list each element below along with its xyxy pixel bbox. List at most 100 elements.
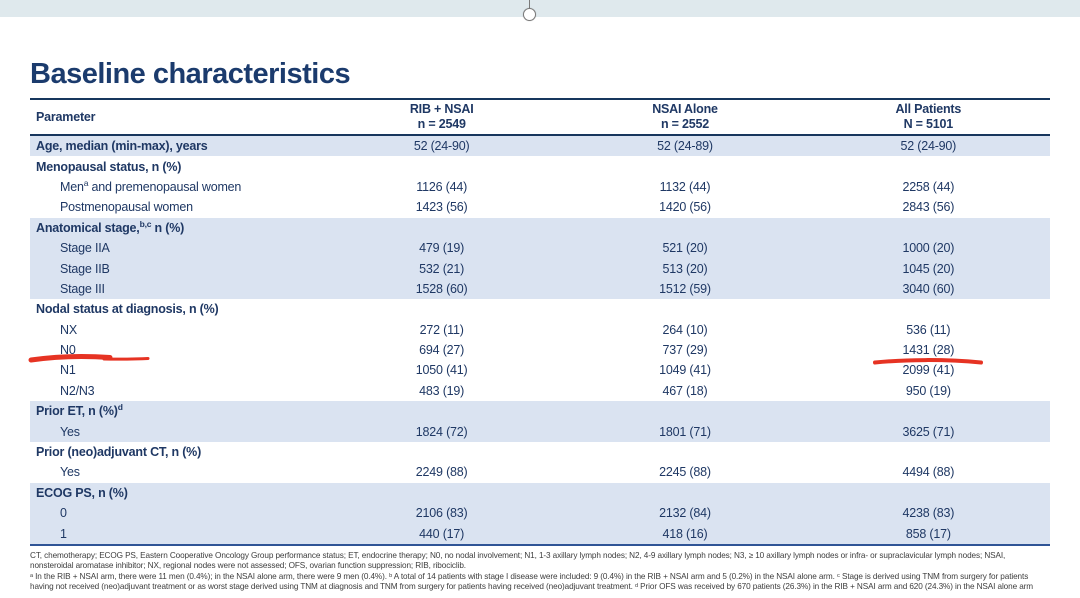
- parameter-cell: N1: [30, 363, 320, 377]
- rotation-handle[interactable]: [523, 8, 536, 21]
- parameter-label: Prior (neo)adjuvant CT, n (%): [36, 445, 202, 460]
- footnote-line: having not received (neo)adjuvant treatm…: [30, 582, 1034, 592]
- parameter-label: Yes: [60, 465, 80, 480]
- value-cell: 1512 (59): [659, 281, 711, 296]
- table-row: N2/N3 483 (19) 467 (18) 950 (19): [30, 381, 1050, 401]
- parameter-label: 1: [60, 526, 67, 541]
- table-row: Stage IIB 532 (21) 513 (20) 1045 (20): [30, 258, 1050, 279]
- table-row: 0 2106 (83) 2132 (84) 4238 (83): [30, 503, 1050, 524]
- table-row: Stage IIA 479 (19) 521 (20) 1000 (20): [30, 237, 1050, 259]
- value-cell: 1431 (28): [902, 343, 955, 358]
- table-body: Age, median (min-max), years 52 (24-90) 52…: [30, 136, 1050, 546]
- value-cell: 950 (19): [905, 383, 951, 398]
- parameter-label: N2/N3: [60, 383, 95, 398]
- parameter-label: Menopausal status, n (%): [36, 159, 182, 174]
- parameter-cell: Stage IIA: [30, 241, 320, 255]
- column-header-parameter: Parameter: [36, 110, 96, 124]
- value-cell: 1045 (20): [902, 261, 955, 276]
- parameter-cell: Age, median (min-max), years: [30, 139, 320, 153]
- parameter-label: Stage IIB: [60, 261, 110, 276]
- value-cell: 513 (20): [662, 261, 708, 276]
- parameter-label: 0: [60, 506, 67, 521]
- column-label: NSAI Alone: [652, 102, 718, 116]
- column-header-all-patients: All Patients N = 5101: [807, 102, 1050, 132]
- table-row: Yes 1824 (72) 1801 (71) 3625 (71): [30, 421, 1050, 442]
- footnotes: CT, chemotherapy; ECOG PS, Eastern Coope…: [30, 551, 1080, 593]
- footnote-line: CT, chemotherapy; ECOG PS, Eastern Coope…: [30, 550, 1006, 560]
- parameter-cell: Anatomical stage,b,c n (%): [30, 218, 320, 235]
- column-header-nsai-alone: NSAI Alone n = 2552: [563, 102, 806, 132]
- value-cell: 2843 (56): [902, 200, 955, 215]
- parameter-cell: Prior ET, n (%)d: [30, 402, 320, 419]
- parameter-cell: Yes: [30, 425, 320, 439]
- value-cell: 1423 (56): [415, 200, 468, 215]
- parameter-label: ECOG PS, n (%): [36, 485, 128, 500]
- value-cell: 272 (11): [419, 322, 464, 337]
- parameter-cell: Stage IIB: [30, 262, 320, 276]
- parameter-cell: N0: [30, 343, 320, 357]
- value-cell: 737 (29): [662, 343, 708, 358]
- parameter-superscript: a: [83, 177, 89, 188]
- parameter-cell: ECOG PS, n (%): [30, 486, 320, 500]
- value-cell: 694 (27): [419, 343, 465, 358]
- table-row: Nodal status at diagnosis, n (%): [30, 299, 1050, 319]
- parameter-cell: 0: [30, 506, 320, 520]
- footnote-line: nonsteroidal aromatase inhibitor; NX, re…: [30, 561, 466, 571]
- editor-top-strip: [0, 0, 1080, 17]
- rotation-handle-stem: [529, 0, 530, 9]
- value-cell: 1050 (41): [415, 363, 468, 378]
- table-header-row: Parameter RIB + NSAI n = 2549 NSAI Alone…: [30, 98, 1050, 136]
- parameter-cell: Postmenopausal women: [30, 200, 320, 214]
- table-row: Anatomical stage,b,c n (%): [30, 217, 1050, 238]
- table-row: Age, median (min-max), years 52 (24-90) 52…: [30, 136, 1050, 157]
- parameter-label: NX: [60, 322, 77, 337]
- column-n: n = 2552: [660, 117, 710, 131]
- value-cell: 2106 (83): [415, 506, 468, 521]
- value-cell: 1420 (56): [659, 200, 711, 215]
- value-cell: 1126 (44): [416, 179, 468, 194]
- table-row: N1 1050 (41) 1049 (41) 2099 (41): [30, 360, 1050, 380]
- parameter-cell: 1: [30, 527, 320, 541]
- table-row: NX 272 (11) 264 (10) 536 (11): [30, 320, 1050, 340]
- parameter-label: Stage IIA: [60, 241, 110, 256]
- table-row: Yes 2249 (88) 2245 (88) 4494 (88): [30, 462, 1050, 482]
- slide-content: Baseline characteristics Parameter RIB +…: [30, 55, 1050, 592]
- value-cell: 1049 (41): [659, 363, 711, 378]
- column-label: RIB + NSAI: [409, 102, 474, 116]
- table-row: Stage III 1528 (60) 1512 (59) 3040 (60): [30, 278, 1050, 300]
- value-cell: 1824 (72): [415, 424, 468, 439]
- parameter-label: Prior ET, n (%): [36, 404, 118, 419]
- value-cell: 4238 (83): [902, 506, 955, 521]
- value-cell: 2245 (88): [659, 465, 711, 480]
- value-cell: 3040 (60): [902, 281, 955, 296]
- value-cell: 52 (24-89): [657, 139, 713, 154]
- parameter-cell: Nodal status at diagnosis, n (%): [30, 302, 320, 316]
- parameter-cell: Menopausal status, n (%): [30, 160, 320, 174]
- parameter-label: Yes: [60, 424, 80, 439]
- value-cell: 521 (20): [662, 241, 708, 256]
- parameter-superscript: b,c: [139, 218, 152, 229]
- value-cell: 52 (24-90): [900, 139, 957, 154]
- table-row: 1 440 (17) 418 (16) 858 (17): [30, 523, 1050, 544]
- value-cell: 440 (17): [419, 526, 465, 541]
- column-n: n = 2549: [417, 117, 466, 131]
- parameter-label: Stage III: [60, 281, 105, 296]
- value-cell: 2258 (44): [902, 179, 955, 194]
- table-row: Postmenopausal women 1423 (56) 1420 (56) 28…: [30, 197, 1050, 217]
- parameter-label-suffix: and premenopausal women: [88, 179, 242, 194]
- parameter-cell: Stage III: [30, 282, 320, 296]
- parameter-superscript: d: [117, 402, 123, 413]
- value-cell: 4494 (88): [902, 465, 955, 480]
- value-cell: 483 (19): [419, 383, 465, 398]
- table-row: N0 694 (27) 737 (29) 1431 (28): [30, 340, 1050, 360]
- baseline-characteristics-table: Parameter RIB + NSAI n = 2549 NSAI Alone…: [30, 98, 1050, 546]
- parameter-label: Men: [60, 179, 84, 194]
- parameter-label: Age, median (min-max), years: [36, 139, 208, 154]
- table-row: Prior (neo)adjuvant CT, n (%): [30, 442, 1050, 462]
- parameter-label: Anatomical stage,: [36, 220, 140, 235]
- value-cell: 52 (24-90): [413, 139, 470, 154]
- value-cell: 479 (19): [419, 241, 465, 256]
- parameter-label: Postmenopausal women: [60, 200, 193, 215]
- value-cell: 1000 (20): [902, 241, 955, 256]
